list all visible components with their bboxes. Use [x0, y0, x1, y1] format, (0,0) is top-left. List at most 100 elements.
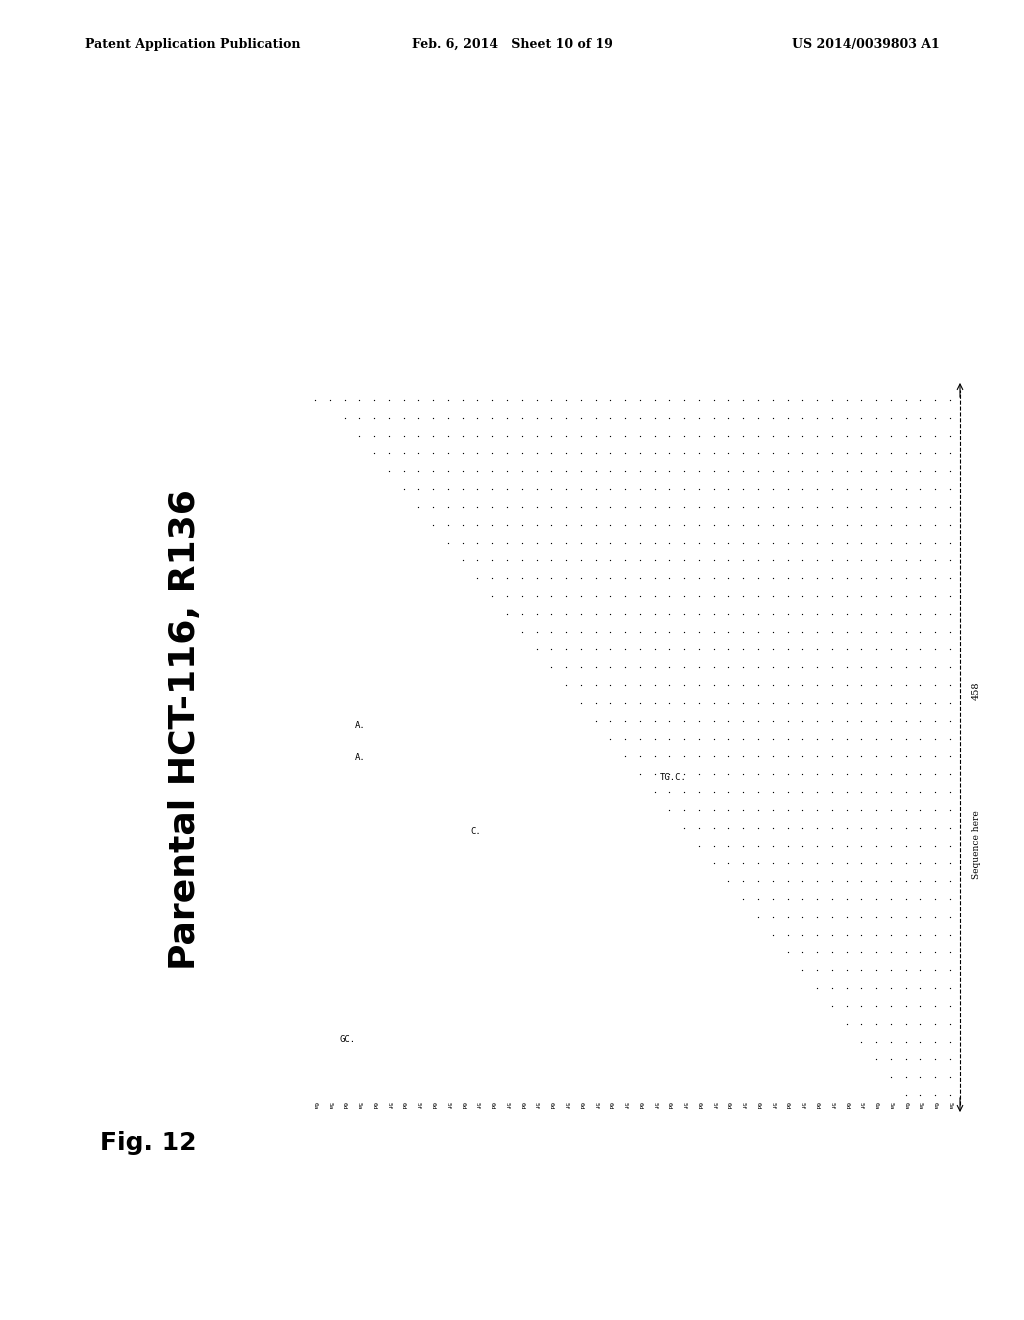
Point [484, 408, 501, 429]
Point [646, 710, 663, 731]
Point [809, 746, 825, 767]
Point [543, 603, 559, 624]
Point [779, 496, 796, 517]
Point [912, 853, 929, 874]
Point [795, 746, 811, 767]
Point [750, 532, 766, 553]
Point [750, 693, 766, 714]
Point [883, 479, 899, 500]
Point [469, 496, 485, 517]
Point [779, 622, 796, 643]
Point [646, 781, 663, 803]
Point [720, 532, 736, 553]
Point [795, 781, 811, 803]
Point [484, 479, 501, 500]
Point [662, 800, 678, 821]
Point [839, 764, 855, 785]
Point [602, 622, 618, 643]
Point [779, 817, 796, 838]
Point [750, 853, 766, 874]
Text: A.: A. [355, 752, 366, 762]
Point [839, 461, 855, 482]
Point [499, 603, 515, 624]
Point [676, 444, 692, 465]
Point [912, 764, 929, 785]
Point [795, 586, 811, 607]
Point [646, 603, 663, 624]
Point [809, 639, 825, 660]
Point [499, 461, 515, 482]
Point [632, 496, 648, 517]
Point [616, 425, 633, 446]
Point [883, 444, 899, 465]
Point [868, 408, 885, 429]
Point [676, 729, 692, 750]
Point [868, 729, 885, 750]
Point [823, 444, 840, 465]
Point [779, 639, 796, 660]
Point [691, 568, 708, 589]
Point [897, 622, 913, 643]
Point [602, 461, 618, 482]
Point [883, 978, 899, 999]
Point [883, 729, 899, 750]
Point [602, 675, 618, 696]
Point [897, 568, 913, 589]
Point [499, 515, 515, 536]
Point [720, 817, 736, 838]
Point [676, 568, 692, 589]
Point [735, 836, 752, 857]
Point [779, 425, 796, 446]
Point [927, 817, 943, 838]
Point [765, 781, 781, 803]
Point [632, 764, 648, 785]
Point [868, 461, 885, 482]
Point [469, 389, 485, 411]
Point [927, 888, 943, 909]
Point [942, 871, 958, 892]
Point [779, 871, 796, 892]
Point [897, 461, 913, 482]
Point [735, 729, 752, 750]
Point [897, 408, 913, 429]
Point [868, 764, 885, 785]
Point [927, 408, 943, 429]
Point [469, 425, 485, 446]
Text: Sequence here: Sequence here [972, 810, 981, 879]
Point [616, 479, 633, 500]
Point [927, 1031, 943, 1052]
Text: 5f: 5f [445, 1102, 451, 1110]
Point [469, 532, 485, 553]
Point [765, 675, 781, 696]
Point [927, 1049, 943, 1071]
Point [691, 817, 708, 838]
Point [868, 1031, 885, 1052]
Point [676, 746, 692, 767]
Point [735, 389, 752, 411]
Point [897, 960, 913, 981]
Point [676, 389, 692, 411]
Point [823, 800, 840, 821]
Point [883, 960, 899, 981]
Text: 6d: 6d [519, 1102, 524, 1110]
Point [868, 978, 885, 999]
Point [912, 550, 929, 572]
Point [558, 461, 574, 482]
Point [676, 496, 692, 517]
Point [558, 479, 574, 500]
Point [927, 693, 943, 714]
Point [588, 693, 604, 714]
Point [750, 603, 766, 624]
Point [439, 444, 456, 465]
Point [543, 425, 559, 446]
Point [809, 496, 825, 517]
Point [883, 693, 899, 714]
Point [588, 568, 604, 589]
Point [912, 603, 929, 624]
Point [868, 586, 885, 607]
Point [720, 586, 736, 607]
Text: 5f: 5f [652, 1102, 657, 1110]
Point [809, 907, 825, 928]
Point [411, 408, 427, 429]
Point [942, 693, 958, 714]
